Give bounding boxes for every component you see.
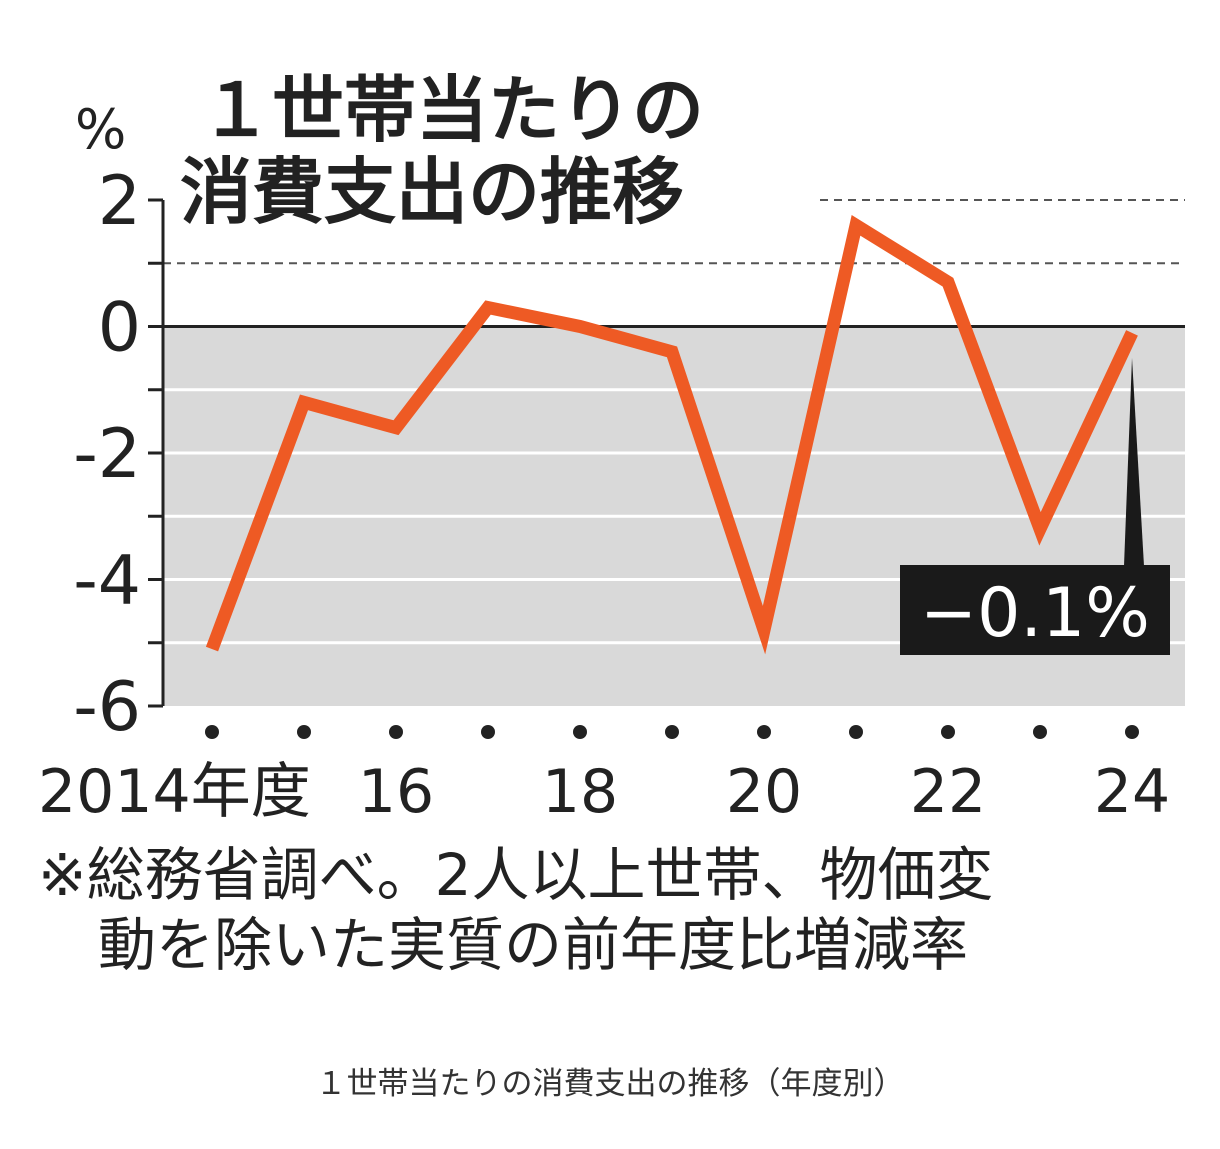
y-tick-label: -4 — [73, 542, 141, 621]
x-tick-label: 18 — [542, 757, 618, 827]
annotation-label: −0.1% — [920, 574, 1150, 653]
x-tick-dot — [205, 725, 219, 739]
y-tick-label: 2 — [98, 162, 141, 241]
x-tick-label: 24 — [1094, 757, 1170, 827]
x-tick-label: 22 — [910, 757, 986, 827]
x-tick-label: 2014年度 — [38, 757, 311, 827]
x-tick-dot — [481, 725, 495, 739]
x-tick-label: 20 — [726, 757, 802, 827]
x-tick-dot — [757, 725, 771, 739]
x-tick-dot — [389, 725, 403, 739]
x-tick-dot — [849, 725, 863, 739]
source-note: ※総務省調べ。2人以上世帯、物価変 — [38, 841, 994, 909]
x-tick-label: 16 — [358, 757, 434, 827]
y-tick-label: 0 — [98, 289, 141, 368]
chart-title: 消費支出の推移 — [180, 150, 684, 234]
chart-title: １世帯当たりの — [200, 68, 704, 152]
data-line — [205, 214, 1138, 655]
annotation-box — [900, 565, 1170, 655]
x-tick-dot — [941, 725, 955, 739]
x-tick-dot — [573, 725, 587, 739]
x-tick-dot — [1125, 725, 1139, 739]
source-note: 動を除いた実質の前年度比増減率 — [98, 911, 968, 979]
figure-caption: １世帯当たりの消費支出の推移（年度別） — [315, 1066, 905, 1102]
y-tick-label: -6 — [73, 668, 141, 747]
y-tick-label: -2 — [73, 415, 141, 494]
annotation-pointer — [1124, 357, 1144, 566]
y-axis-unit: % — [75, 98, 126, 161]
x-tick-dot — [297, 725, 311, 739]
x-tick-dot — [1033, 725, 1047, 739]
x-tick-dot — [665, 725, 679, 739]
